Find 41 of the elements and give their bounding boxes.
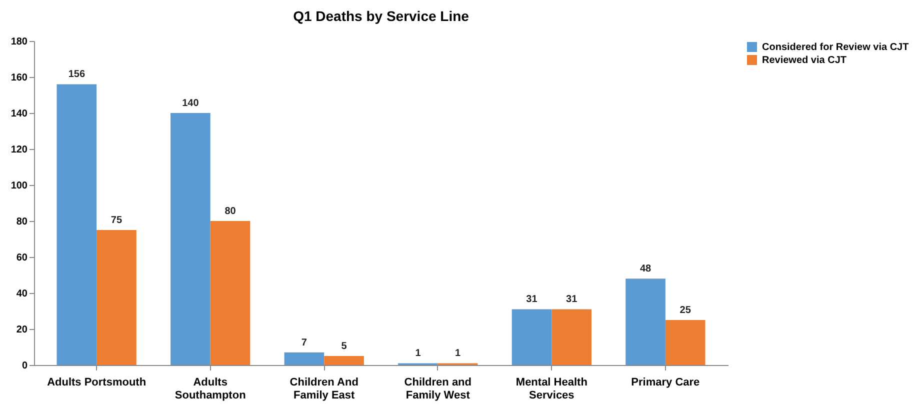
bar <box>324 356 364 365</box>
bar <box>210 221 250 365</box>
chart-title: Q1 Deaths by Service Line <box>293 8 470 24</box>
bar <box>170 113 210 365</box>
x-tick-label: Adults Southampton <box>174 376 246 402</box>
data-label: 25 <box>680 305 692 316</box>
x-tick-label: Children and Family West <box>404 376 472 402</box>
bar <box>552 309 592 365</box>
bar <box>626 278 666 365</box>
y-tick-label: 100 <box>10 180 28 192</box>
data-label: 140 <box>182 98 200 109</box>
x-tick-label: Primary Care <box>631 376 700 388</box>
y-tick-label: 140 <box>10 108 28 120</box>
data-label: 48 <box>640 264 652 275</box>
y-tick-label: 60 <box>16 252 28 264</box>
x-tick-label: Children And Family East <box>290 376 358 402</box>
y-tick-label: 160 <box>10 72 28 84</box>
y-tick-label: 40 <box>16 288 28 300</box>
y-tick-label: 0 <box>22 360 28 372</box>
legend-label: Reviewed via CJT <box>762 55 846 66</box>
bar <box>56 84 97 365</box>
data-label: 80 <box>224 206 236 217</box>
data-label: 31 <box>526 294 538 306</box>
data-label: 156 <box>68 69 86 80</box>
y-tick-label: 80 <box>16 216 28 228</box>
bar <box>512 309 552 365</box>
data-label: 75 <box>110 215 122 226</box>
bar <box>284 352 324 365</box>
y-tick-label: 20 <box>16 324 28 336</box>
data-label: 31 <box>566 294 578 306</box>
data-label: 1 <box>455 348 462 360</box>
x-tick-label: Adults Portsmouth <box>47 376 146 388</box>
data-label: 1 <box>415 348 422 360</box>
y-tick-label: 180 <box>10 36 28 48</box>
data-label: 7 <box>301 337 308 348</box>
data-label: 5 <box>341 341 348 352</box>
y-tick-label: 120 <box>10 144 28 156</box>
legend-label: Considered for Review via CJT <box>762 42 909 53</box>
bar <box>96 230 136 365</box>
x-tick-label: Mental Health Services <box>516 376 588 402</box>
bar <box>665 320 706 365</box>
